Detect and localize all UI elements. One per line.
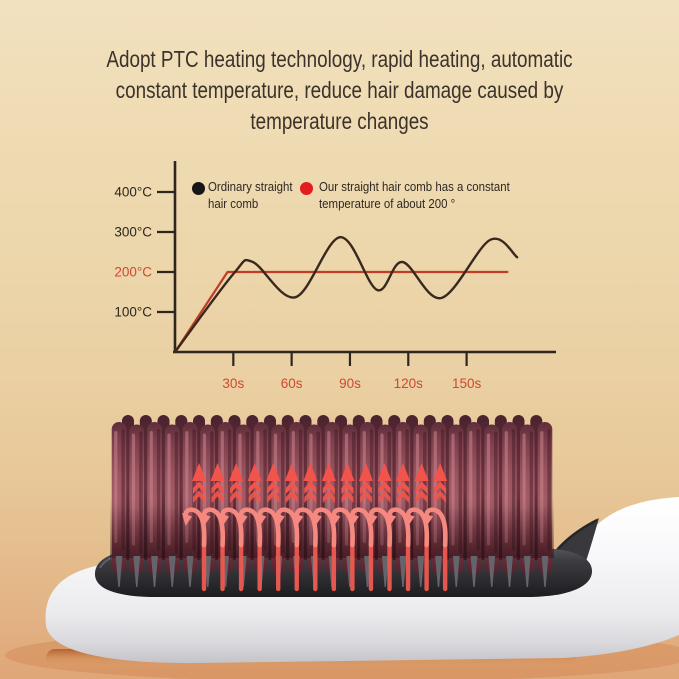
y-tick-label: 200°C xyxy=(114,265,152,280)
legend-text-line: temperature of about 200 ° xyxy=(319,195,456,211)
legend-item-our-comb: Our straight hair comb has a constant te… xyxy=(300,179,536,212)
legend-label: Ordinary straight hair comb xyxy=(208,179,293,212)
headline: Adopt PTC heating technology, rapid heat… xyxy=(0,44,679,137)
x-tick-label: 90s xyxy=(339,376,361,391)
x-tick-label: 30s xyxy=(222,376,244,391)
legend-text-line: Our straight hair comb has a constant xyxy=(319,179,510,194)
headline-line-3: temperature changes xyxy=(250,108,429,134)
heat-up-arrows xyxy=(192,463,448,503)
handle-top-edge-highlight xyxy=(599,498,679,527)
chart-legend: Ordinary straight hair comb Our straight… xyxy=(192,179,536,212)
x-tick-label: 150s xyxy=(452,376,482,391)
legend-label: Our straight hair comb has a constant te… xyxy=(319,179,510,212)
legend-text-line: Ordinary straight xyxy=(208,179,293,194)
x-tick-label: 60s xyxy=(281,376,303,391)
headline-line-1: Adopt PTC heating technology, rapid heat… xyxy=(106,46,573,72)
headline-line-2: constant temperature, reduce hair damage… xyxy=(115,77,564,103)
y-tick-label: 100°C xyxy=(114,305,152,320)
legend-dot-red-icon xyxy=(300,182,314,195)
y-axis-ticks: 100°C 200°C 300°C 400°C xyxy=(114,185,174,320)
airflow-curl-arrows xyxy=(182,507,448,548)
series-ordinary-comb xyxy=(173,236,519,354)
legend-item-ordinary-comb: Ordinary straight hair comb xyxy=(192,179,304,212)
legend-text-line: hair comb xyxy=(208,195,259,211)
x-tick-label: 120s xyxy=(394,376,424,391)
chart-axes xyxy=(173,161,556,354)
legend-dot-black-icon xyxy=(192,182,205,195)
x-axis-ticks: 30s 60s 90s 120s 150s xyxy=(222,353,481,391)
y-tick-label: 300°C xyxy=(114,225,152,240)
y-tick-label: 400°C xyxy=(114,185,152,200)
